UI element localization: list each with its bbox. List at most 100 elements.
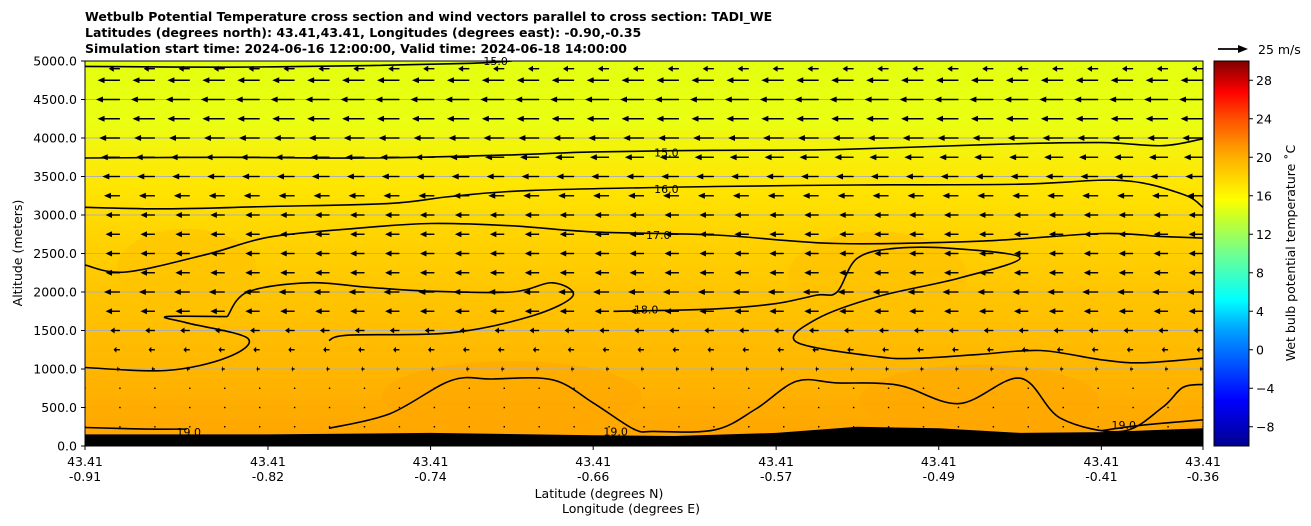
wind-vector-head xyxy=(902,135,910,141)
wind-vector-head xyxy=(1013,231,1021,238)
wind-vector-head xyxy=(559,308,567,315)
wind-vector-head xyxy=(942,289,950,295)
wind-vector-head xyxy=(1012,192,1020,199)
wind-vector-head xyxy=(275,154,283,161)
wind-vector-head xyxy=(445,96,453,103)
wind-vector-head xyxy=(375,96,383,103)
wind-vector-head xyxy=(419,250,427,257)
wind-vector-head xyxy=(710,366,713,372)
wind-vector xyxy=(293,426,296,428)
wind-vector-head xyxy=(586,77,594,84)
wind-vector-head xyxy=(628,289,635,295)
wind-vector-head xyxy=(71,231,77,237)
wind-vector-head xyxy=(654,96,662,103)
wind-vector xyxy=(678,406,680,409)
wind-vector xyxy=(922,426,925,428)
wind-vector-head xyxy=(493,65,499,72)
wind-vector-head xyxy=(947,65,953,72)
wind-vector-head xyxy=(804,250,811,257)
wind-vector-head xyxy=(105,269,113,276)
wind-vector-head xyxy=(350,269,357,276)
wind-vector-head xyxy=(1045,173,1053,180)
wind-vector-head xyxy=(874,231,881,238)
wind-vector-head xyxy=(621,77,629,84)
wind-vector xyxy=(258,387,261,389)
y-tick-label: 2000.0 xyxy=(33,285,77,300)
wind-vector-head xyxy=(380,154,388,161)
contour-line-18 xyxy=(85,315,251,372)
wind-vector-head xyxy=(423,65,429,72)
wind-vector-head xyxy=(451,173,459,180)
wind-vector xyxy=(1097,406,1099,409)
wind-vector-head xyxy=(936,115,944,122)
wind-vector-head xyxy=(939,154,947,161)
wind-vector-head xyxy=(585,96,593,103)
wind-vector-head xyxy=(419,308,427,315)
wind-vector-head xyxy=(210,250,217,257)
wind-vector-head xyxy=(640,366,643,372)
wind-vector-head xyxy=(415,154,423,161)
wind-vector-head xyxy=(867,135,875,141)
wind-vector-head xyxy=(664,269,672,276)
wind-vector xyxy=(817,426,820,428)
wind-vector xyxy=(398,387,401,389)
wind-vector-head xyxy=(1021,346,1025,353)
wind-vector-head xyxy=(815,366,817,372)
x-tick-label-longitude: -0.41 xyxy=(1085,469,1117,484)
wind-vector-head xyxy=(1196,346,1200,353)
wind-vector-head xyxy=(105,231,113,238)
wind-vector-head xyxy=(864,96,872,103)
wind-vector xyxy=(643,406,645,409)
wind-vector-head xyxy=(839,269,846,276)
wind-vector-head xyxy=(982,65,988,72)
wind-vector-head xyxy=(175,308,182,315)
wind-vector-head xyxy=(691,77,699,84)
wind-vector xyxy=(957,426,960,428)
wind-vector-head xyxy=(839,308,846,315)
wind-vector xyxy=(433,426,436,428)
colorbar-frame xyxy=(1213,60,1250,447)
contour-line-19 xyxy=(1101,419,1203,432)
wind-vector-head xyxy=(1094,366,1097,372)
wind-vector-head xyxy=(202,115,210,122)
wind-vector-head xyxy=(377,115,385,122)
quiver-key-label: 25 m/s xyxy=(1258,42,1301,57)
wind-vector xyxy=(957,387,960,389)
wind-vector-head xyxy=(345,154,353,161)
wind-vector-head xyxy=(1039,96,1047,103)
wind-vector-head xyxy=(383,192,391,199)
wind-vector-head xyxy=(342,77,350,84)
wind-vector-head xyxy=(1013,250,1021,257)
wind-vector-head xyxy=(1005,77,1013,84)
wind-vector xyxy=(713,426,715,428)
wind-vector-head xyxy=(697,192,705,199)
wind-vector-head xyxy=(597,65,603,72)
wind-vector-head xyxy=(200,96,208,103)
wind-vector-head xyxy=(385,269,392,276)
wind-vector-head xyxy=(772,65,778,72)
wind-vector-head xyxy=(481,115,489,122)
x-tick-label-latitude: 43.41 xyxy=(1185,454,1221,469)
wind-vector-head xyxy=(905,173,913,180)
wind-vector-head xyxy=(396,366,398,372)
field-shade-patch xyxy=(381,360,642,431)
wind-vector-head xyxy=(909,212,916,218)
wind-vector-head xyxy=(148,346,152,353)
wind-vector-head xyxy=(489,231,497,238)
wind-vector-head xyxy=(175,269,182,276)
wind-vector-head xyxy=(1188,250,1196,257)
wind-vector-head xyxy=(523,192,531,199)
wind-vector-head xyxy=(877,65,883,72)
wind-vector-head xyxy=(350,231,357,238)
wind-vector-head xyxy=(699,250,706,257)
wind-vector-head xyxy=(1187,289,1194,295)
contour-line-15 xyxy=(85,61,512,69)
y-axis-label: Altitude (meters) xyxy=(10,200,25,307)
wind-vector-head xyxy=(1118,269,1126,276)
wind-vector xyxy=(363,426,366,428)
wind-vector-head xyxy=(448,135,456,141)
wind-vector-head xyxy=(637,346,641,353)
wind-vector-head xyxy=(481,77,489,84)
wind-vector-head xyxy=(1052,65,1058,72)
wind-vector xyxy=(1062,406,1064,409)
